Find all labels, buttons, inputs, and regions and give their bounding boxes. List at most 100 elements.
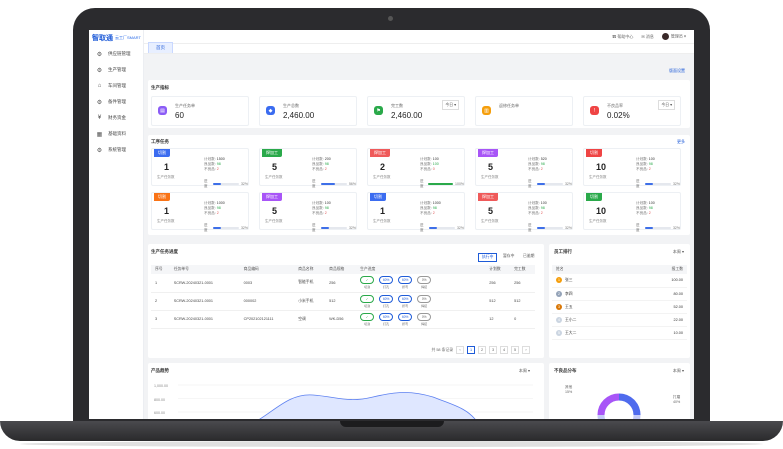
progress-title: 生产任务进度 [151,249,178,254]
kpi-card: ⚑ 完工数 2,460.00 今日 ▾ [367,96,465,126]
kpi-card: ▤ 生产任务单 60 [151,96,249,126]
task-card[interactable]: 切割 10 生产任务数 计划数: 100 良品数: 98 不良品: 2 进度 32% [583,192,681,232]
defects-donut [597,393,641,419]
kpi-value: 2,460.00 [391,111,423,120]
task-meta: 计划数: 100 良品数: 98 不良品: 2 [636,201,655,216]
trend-tick: 600.00 [154,411,165,415]
sidebar-item-label: 供应链管理 [108,51,131,56]
filter-overdue[interactable]: 已逾期 [520,253,538,260]
task-card[interactable]: 焊加工 5 生产任务数 计划数: 100 良品数: 98 不良品: 2 进度 32% [475,192,573,232]
task-card[interactable]: 切割 1 生产任务数 计划数: 1000 良品数: 98 不良品: 2 进度 32% [367,192,465,232]
pager-page[interactable]: 1 [467,346,475,354]
defects-period-select[interactable]: 本周 ▾ [672,368,684,373]
process-step: 60% 打孔 [379,312,394,326]
ranking-table: 姓名 报工数 1 张三 100.00 2 李四 80.00 3 王五 52.00 4 王小二 22.0… [552,265,687,340]
table-header: 序号 [151,265,170,274]
task-card[interactable]: 焊加工 5 生产任务数 计划数: 520 良品数: 98 不良品: 2 进度 32% [475,148,573,188]
filter-staged[interactable]: 暂存中 [500,253,518,260]
production-title: 生产指标 [151,85,169,90]
task-count: 1 [380,206,386,216]
sidebar-item-1[interactable]: ⚙ 生产管理 [89,62,143,78]
task-sub-label: 生产任务数 [157,219,175,223]
tab-home[interactable]: 首页 [148,42,173,53]
process-step: 0% 焊接 [417,312,432,326]
progress-bar [428,227,455,229]
task-count: 5 [272,206,278,216]
table-row[interactable]: 2 SCRW-20240321-0001 000002 小米手机 512 ✓ 切割 60% 打孔… [151,292,535,311]
kpi-value: 0.02% [607,111,630,120]
pager-page[interactable]: 3 [489,346,497,354]
task-count: 5 [488,206,494,216]
sidebar: 智取通 云工厂SMART ⚙ 供应链管理 ⚙ 生产管理 ⌂ 车间管理 ⚙ 备件管理 ¥ 财务资金 ▦… [89,30,144,419]
kpi-label: 生产任务单 [175,103,195,108]
kpi-value: 2,460.00 [283,111,315,120]
sidebar-item-2[interactable]: ⌂ 车间管理 [89,78,143,94]
table-header: 商品编码 [239,265,295,274]
user-menu[interactable]: 管理员 ▾ [661,33,686,40]
trend-period-select[interactable]: 本周 ▾ [518,368,530,373]
table-row[interactable]: 3 SCRW-20240321-0001 CP202102121111 空调 WK-D5… [151,310,535,329]
tasks-more-link[interactable]: 更多 [677,139,685,144]
task-count: 1 [164,206,170,216]
donut-slice-other [597,393,620,416]
rank-badge: 3 [556,303,562,310]
sidebar-item-3[interactable]: ⚙ 备件管理 [89,94,143,110]
sidebar-item-6[interactable]: ⚙ 系统管理 [89,142,143,158]
task-card[interactable]: 切割 1 生产任务数 计划数: 1000 良品数: 98 不良品: 2 进度 32% [151,192,249,232]
sidebar-item-label: 生产管理 [108,67,126,72]
task-card[interactable]: 焊加工 5 生产任务数 计划数: 100 良品数: 98 不良品: 2 进度 32% [259,192,357,232]
task-card[interactable]: 切割 1 生产任务数 计划数: 1500 良品数: 98 不良品: 2 进度 32% [151,148,249,188]
sidebar-item-label: 系统管理 [108,147,126,152]
pager-page[interactable]: 4 [500,346,508,354]
task-progress: 进度 56% [312,179,356,188]
table-row[interactable]: 1 SCRW-20240321-0001 0003 智能手机 256 ✓ 切割 60% 打孔 60… [151,274,535,293]
defect-other-label: 其他 15% [565,385,573,394]
table-header: 商品规格 [325,265,357,274]
pager-next[interactable]: › [522,346,530,354]
ranking-title: 员工排行 [554,249,572,254]
task-card[interactable]: 焊加工 2 生产任务数 计划数: 100 良品数: 100 不良品: 0 进度 100% [367,148,465,188]
pager-prev[interactable]: ‹ [456,346,464,354]
process-step: 0% 焊接 [417,294,432,308]
progress-bar [212,183,239,185]
gear-icon: ⚙ [96,147,103,154]
pager-page[interactable]: 5 [511,346,519,354]
trend-y-ticks: 1,000.00 800.00 600.00 [154,380,168,419]
sidebar-item-5[interactable]: ▦ 基础资料 [89,126,143,142]
factory-icon: ⌂ [97,83,102,89]
filter-executing[interactable]: 执行中 [478,253,498,262]
laptop-frame: 智取通 云工厂SMART ⚙ 供应链管理 ⚙ 生产管理 ⌂ 车间管理 ⚙ 备件管理 ¥ 财务资金 ▦… [73,8,710,426]
laptop-base [0,421,783,441]
task-tag: 切割 [154,149,170,157]
kpi-period-select[interactable]: 今日 ▾ [442,100,459,110]
task-meta: 计划数: 1500 良品数: 98 不良品: 2 [204,157,225,172]
pager-total: 共 58 条记录 [431,347,453,352]
message-link[interactable]: ✉ 消息 [641,33,654,39]
task-sub-label: 生产任务数 [265,219,283,223]
task-meta: 计划数: 100 良品数: 98 不良品: 2 [528,201,547,216]
task-meta: 计划数: 100 良品数: 100 不良品: 0 [420,157,439,172]
tasks-card: 工序任务 更多 切割 1 生产任务数 计划数: 1500 良品数: 98 不良品: 2 进度… [148,135,690,235]
sidebar-item-4[interactable]: ¥ 财务资金 [89,110,143,126]
pager-page[interactable]: 2 [478,346,486,354]
kpi-period-select[interactable]: 今日 ▾ [658,100,675,110]
task-progress: 进度 32% [636,223,680,232]
task-count: 10 [596,206,607,216]
progress-bar [212,227,239,229]
task-card[interactable]: 切割 10 生产任务数 计划数: 100 良品数: 98 不良品: 2 进度 32% [583,148,681,188]
grid-icon: ▦ [96,131,103,138]
ranking-row: 1 张三 100.00 [552,274,687,288]
sidebar-item-0[interactable]: ⚙ 供应链管理 [89,46,143,62]
layout-settings-link[interactable]: 版面设置 [669,68,685,73]
help-link[interactable]: ☎ 帮助中心 [612,33,634,39]
task-tag: 切割 [586,149,602,157]
process-step: 60% 打孔 [379,294,394,308]
laptop-notch [340,421,444,427]
progress-bar [428,183,454,185]
task-tag: 切割 [370,193,386,201]
process-step: ✓ 切割 [360,276,375,289]
task-meta: 计划数: 100 良品数: 98 不良品: 2 [636,157,655,172]
task-progress: 进度 32% [312,223,356,232]
task-card[interactable]: 焊加工 5 生产任务数 计划数: 200 良品数: 98 不良品: 2 进度 56% [259,148,357,188]
ranking-period-select[interactable]: 本周 ▾ [672,249,684,254]
